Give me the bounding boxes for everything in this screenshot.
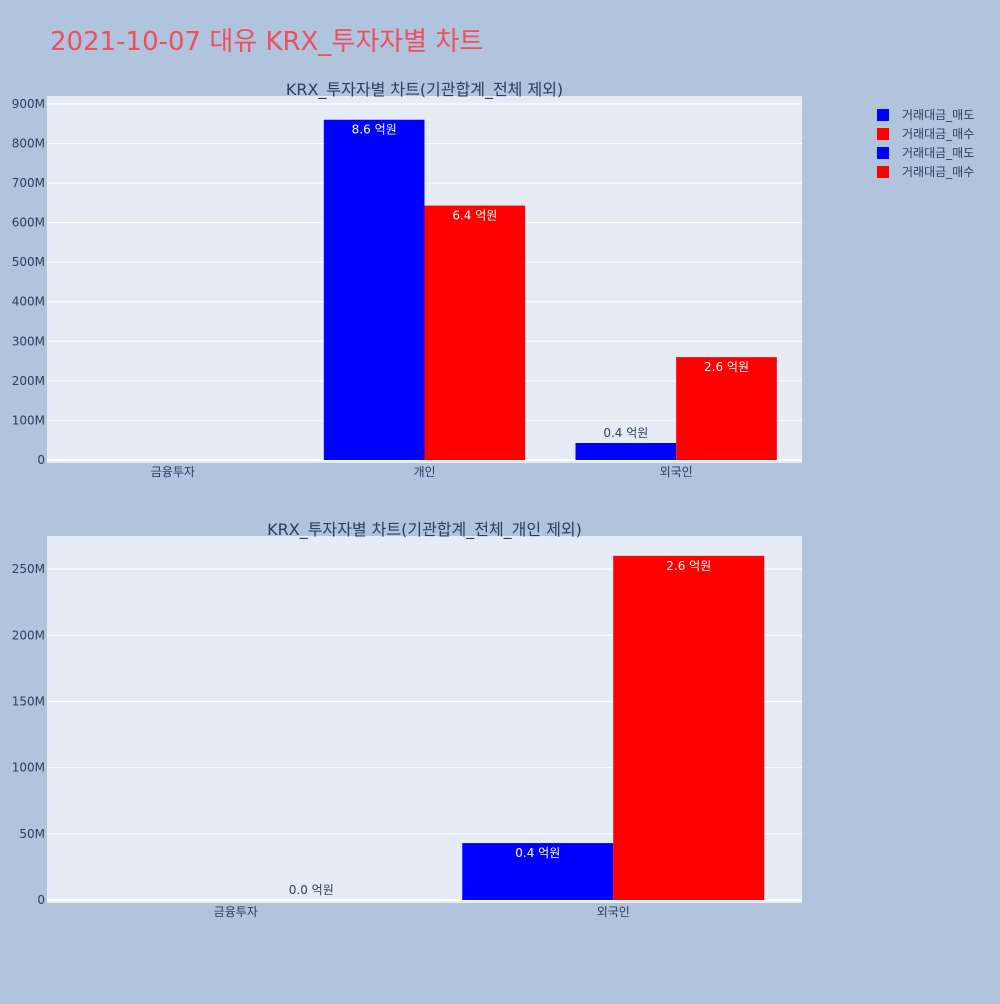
y-tick-label: 50M <box>19 827 45 841</box>
y-tick-label: 600M <box>12 216 45 230</box>
data-label: 0.0 억원 <box>289 883 334 897</box>
data-label: 0.4 억원 <box>515 846 560 860</box>
chart-title: KRX_투자자별 차트(기관합계_전체 제외) <box>286 80 563 100</box>
y-tick-label: 400M <box>12 295 45 309</box>
y-tick-label: 900M <box>12 97 45 111</box>
chart-bottom: KRX_투자자별 차트(기관합계_전체_개인 제외) 0 50M 100M 150M 20… <box>12 520 802 919</box>
data-label: 0.4 억원 <box>603 426 648 440</box>
y-tick-label: 250M <box>12 562 45 576</box>
bar <box>462 843 614 900</box>
legend-label: 거래대금_매도 <box>902 146 974 160</box>
data-label: 2.6 억원 <box>704 360 749 374</box>
y-tick-label: 300M <box>12 334 45 348</box>
y-tick-label: 100M <box>12 761 45 775</box>
legend-label: 거래대금_매수 <box>902 165 974 179</box>
y-tick-label: 0 <box>37 893 45 907</box>
legend-swatch <box>877 128 889 140</box>
bar <box>424 205 526 460</box>
y-tick-label: 500M <box>12 255 45 269</box>
x-tick-label: 외국인 <box>660 465 693 479</box>
bar <box>575 442 677 460</box>
data-label: 8.6 억원 <box>352 123 397 137</box>
legend-swatch <box>877 109 889 121</box>
chart-title: KRX_투자자별 차트(기관합계_전체_개인 제외) <box>267 520 582 540</box>
y-tick-label: 150M <box>12 694 45 708</box>
x-tick-label: 금융투자 <box>214 905 258 919</box>
legend-label: 거래대금_매수 <box>902 127 974 141</box>
legend-swatch <box>877 166 889 178</box>
page-title: 2021-10-07 대유 KRX_투자자별 차트 <box>50 27 483 57</box>
bar <box>323 119 425 460</box>
x-tick-label: 외국인 <box>597 905 630 919</box>
chart-top: KRX_투자자별 차트(기관합계_전체 제외) 0 100M 200M 300M 400M… <box>12 80 802 479</box>
y-tick-label: 700M <box>12 176 45 190</box>
y-tick-label: 800M <box>12 136 45 150</box>
y-tick-label: 0 <box>37 453 45 467</box>
data-label: 6.4 억원 <box>452 209 497 223</box>
y-tick-label: 200M <box>12 374 45 388</box>
bar <box>676 357 777 460</box>
bar <box>613 555 765 900</box>
legend-label: 거래대금_매도 <box>902 108 974 122</box>
x-tick-label: 금융투자 <box>151 465 195 479</box>
y-tick-label: 100M <box>12 413 45 427</box>
x-tick-label: 개인 <box>413 465 435 479</box>
legend-swatch <box>877 147 889 159</box>
data-label: 2.6 억원 <box>666 559 711 573</box>
y-tick-label: 200M <box>12 628 45 642</box>
